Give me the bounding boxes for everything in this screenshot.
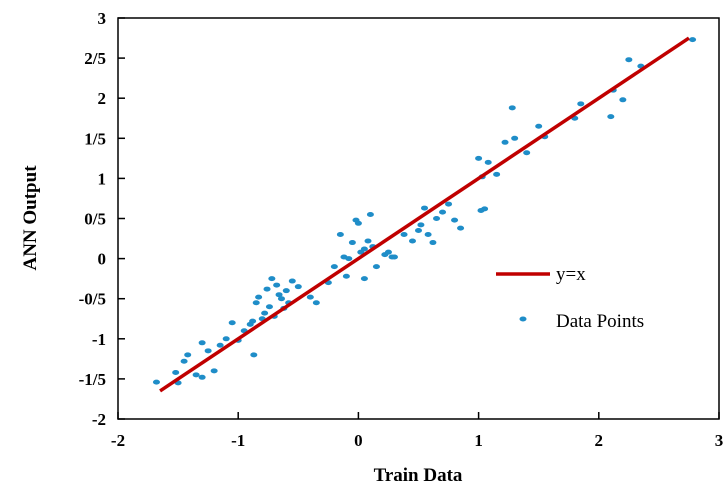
data-point <box>421 205 429 211</box>
y-tick-label: 1/5 <box>84 129 106 148</box>
data-point <box>451 217 459 223</box>
data-point <box>372 264 380 270</box>
data-point <box>228 320 236 326</box>
y-axis-title: ANN Output <box>20 165 41 271</box>
legend-points-label: Data Points <box>556 311 644 332</box>
data-point <box>439 209 447 215</box>
data-point <box>481 206 489 212</box>
data-point <box>429 240 437 246</box>
data-point <box>252 300 260 306</box>
y-tick-labels: 3 2/5 2 1/5 1 0/5 0 -0/5 -1 -1/5 -2 <box>79 9 106 429</box>
data-point <box>523 150 531 156</box>
data-point <box>475 155 483 161</box>
x-tick-label: 1 <box>474 431 483 450</box>
data-point <box>400 232 408 238</box>
data-point <box>273 282 281 288</box>
y-tick-label: 2/5 <box>84 49 106 68</box>
data-point <box>619 97 627 103</box>
y-tick-label: 3 <box>98 9 107 28</box>
data-point <box>345 256 353 262</box>
data-point <box>354 220 362 226</box>
data-point <box>366 211 374 217</box>
data-point <box>282 288 290 294</box>
y-tick-label: 2 <box>98 89 107 108</box>
data-point <box>330 264 338 270</box>
data-point <box>508 105 516 111</box>
data-point <box>294 284 302 290</box>
data-point <box>249 318 257 324</box>
y-tick-label: 0 <box>98 250 107 269</box>
legend-point-swatch <box>519 316 527 322</box>
data-point <box>288 278 296 284</box>
data-point <box>263 286 271 292</box>
data-point <box>216 342 224 348</box>
data-point <box>457 225 465 231</box>
data-point <box>275 292 283 298</box>
data-point <box>360 246 368 252</box>
data-point <box>222 336 230 342</box>
data-point <box>390 254 398 260</box>
data-point <box>625 57 633 63</box>
legend: y=x Data Points <box>496 264 644 332</box>
data-point <box>306 294 314 300</box>
data-point <box>265 304 273 310</box>
data-point <box>255 294 263 300</box>
data-point <box>184 352 192 358</box>
y-tick-label: -1/5 <box>79 370 106 389</box>
data-point <box>198 374 206 380</box>
x-tick-label: 3 <box>715 431 724 450</box>
data-point <box>268 276 276 282</box>
data-point <box>250 352 258 358</box>
y-equals-x-line <box>159 36 690 393</box>
data-point <box>360 276 368 282</box>
x-axis-title: Train Data <box>374 465 463 486</box>
data-point <box>204 348 212 354</box>
x-tick-label: 0 <box>354 431 363 450</box>
data-point <box>493 171 501 177</box>
x-tick-label: -2 <box>111 431 125 450</box>
y-tick-label: 1 <box>98 169 107 188</box>
x-tick-labels: -2 -1 0 1 2 3 <box>111 431 723 450</box>
data-point <box>384 249 392 255</box>
data-point <box>277 296 285 302</box>
data-point <box>511 135 519 141</box>
data-point <box>408 238 416 244</box>
data-point <box>342 273 350 279</box>
data-point <box>417 222 425 228</box>
data-point <box>415 228 422 234</box>
data-point <box>501 139 509 145</box>
x-tick-label: -1 <box>231 431 245 450</box>
data-point <box>364 238 372 244</box>
y-tick-label: -1 <box>92 330 106 349</box>
data-point <box>445 201 453 207</box>
data-point <box>192 372 200 378</box>
y-tick-label: 0/5 <box>84 210 106 229</box>
plot-frame <box>117 17 720 420</box>
data-point <box>336 232 344 238</box>
data-point <box>172 369 180 375</box>
data-point <box>535 123 543 129</box>
y-tick-label: -0/5 <box>79 290 106 309</box>
data-point <box>433 216 441 221</box>
data-point <box>577 101 585 107</box>
data-point <box>210 368 218 374</box>
legend-line-label: y=x <box>556 264 586 285</box>
data-point <box>348 240 356 246</box>
data-point <box>607 114 615 120</box>
data-point <box>689 37 697 43</box>
data-point <box>312 300 320 306</box>
data-point <box>261 310 269 316</box>
x-tick-label: 2 <box>595 431 604 450</box>
data-point <box>484 159 492 165</box>
data-point <box>198 340 206 346</box>
data-point <box>424 232 432 238</box>
data-point <box>152 379 160 385</box>
y-tick-label: -2 <box>92 410 106 429</box>
data-point <box>180 358 188 364</box>
